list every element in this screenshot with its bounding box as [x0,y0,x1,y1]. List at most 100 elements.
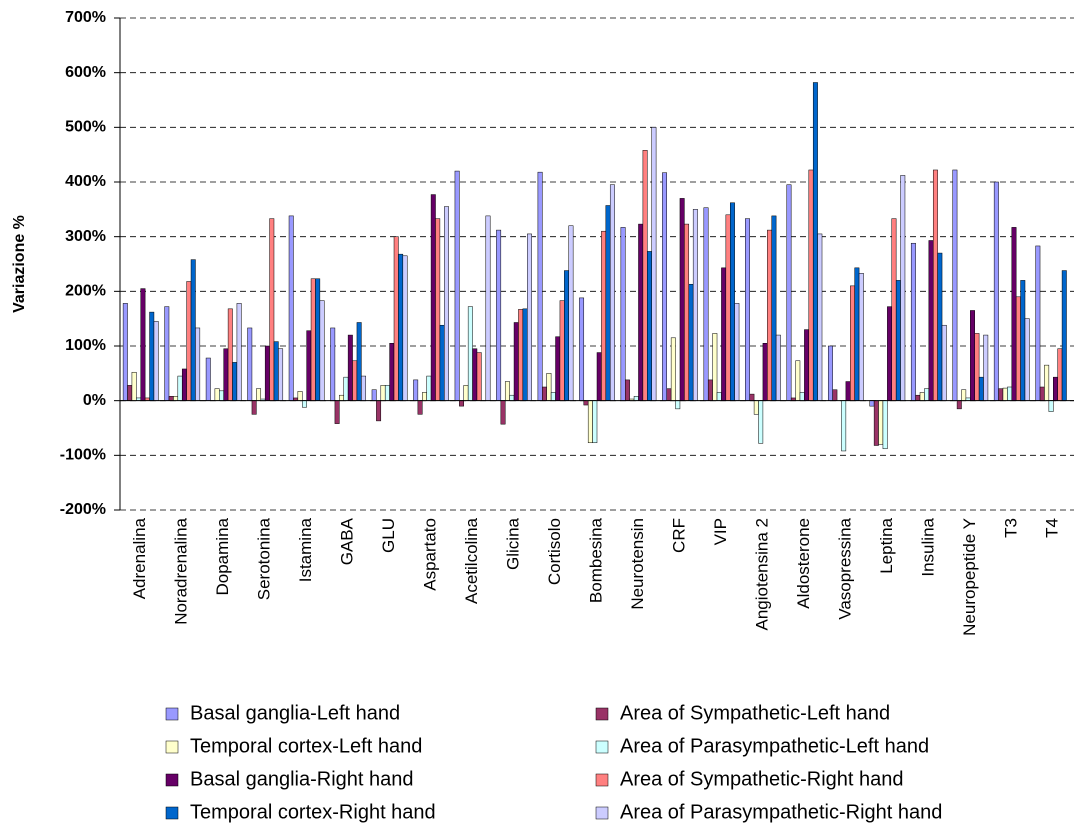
x-tick-label: Dopamina [213,517,232,595]
legend-swatch [165,740,179,754]
bar [195,327,201,401]
bar [775,334,781,401]
bar [832,389,838,401]
bar [527,233,532,401]
bar [812,82,818,401]
bar [771,215,777,401]
bar [181,368,187,401]
bar [310,278,316,401]
bar [758,400,764,444]
bar [910,242,916,401]
legend-label: Basal ganglia-Right hand [190,768,414,790]
bar [153,321,159,401]
bar [361,375,367,401]
bar [841,400,847,452]
bar [924,388,930,401]
bar [609,184,615,401]
bar [219,390,224,401]
bar [127,385,133,401]
legend-label: Area of Parasympathetic-Right hand [620,801,942,823]
bar [376,400,382,422]
y-tick-label: 0% [83,392,106,409]
bar [1039,386,1045,401]
x-tick-label: Aldosterone [794,518,813,609]
x-tick-label: VIP [711,518,730,545]
y-tick-label: -200% [60,501,106,518]
legend-label: Area of Sympathetic-Left hand [620,702,890,724]
bar [1007,386,1013,401]
bar [721,267,727,401]
x-tick-label: Neuropeptide Y [960,518,979,636]
bar [952,169,958,401]
bar [380,385,386,401]
x-tick-label: CRF [669,518,688,553]
bar [707,379,713,401]
y-tick-label: 400% [65,173,106,190]
bar [236,303,242,401]
bar [467,306,473,401]
legend-label: Basal ganglia-Left hand [190,702,400,724]
bar [352,360,358,401]
bar [371,389,377,401]
bar [542,386,547,401]
bar [579,297,585,401]
bar [1015,296,1021,401]
bar [164,306,170,401]
bar [149,311,155,401]
bar [227,308,233,401]
x-tick-label: Istamina [296,517,315,582]
bar [306,330,312,401]
legend-label: Area of Parasympathetic-Left hand [620,735,929,757]
bar [177,375,183,401]
bar [264,345,270,401]
legend-label: Temporal cortex-Left hand [190,735,422,757]
bar [679,198,685,401]
bar [1044,364,1050,401]
bar [932,169,938,401]
bar [422,392,427,401]
bar [729,202,735,401]
bar [1057,348,1063,401]
bar [974,333,980,401]
x-tick-label: Bombesina [586,517,605,603]
bar [269,218,275,401]
bar [675,400,681,410]
bar [251,400,257,415]
bar [496,229,502,401]
bar [301,400,307,408]
bar [173,396,179,401]
y-axis-label: Variazione % [11,215,28,313]
bar [1011,227,1017,401]
bar [518,309,524,401]
bar [315,278,321,401]
bar [587,400,593,444]
x-tick-label: Acetilcolina [462,517,481,604]
bar [662,172,667,401]
bar [568,225,574,401]
bar [703,207,709,401]
bar [444,206,449,401]
bar [937,252,943,401]
bar [817,233,823,401]
bar [288,215,294,401]
legend-swatch [165,806,179,820]
bar [402,255,408,401]
x-tick-label: Leptina [877,517,896,573]
bar [827,345,833,401]
bar [583,400,589,406]
legend-swatch [595,740,609,754]
bar [454,170,460,401]
bar [915,394,921,401]
bar [878,400,884,445]
bar [688,283,694,401]
bar [734,303,740,401]
bar [131,371,137,401]
legend-swatch [165,707,179,721]
y-tick-label: 700% [65,9,106,26]
x-tick-label: Noradrenalina [172,517,191,624]
bar [232,362,238,401]
bar [439,324,445,401]
bar [692,209,698,401]
bar [537,171,543,401]
bar [509,394,515,401]
